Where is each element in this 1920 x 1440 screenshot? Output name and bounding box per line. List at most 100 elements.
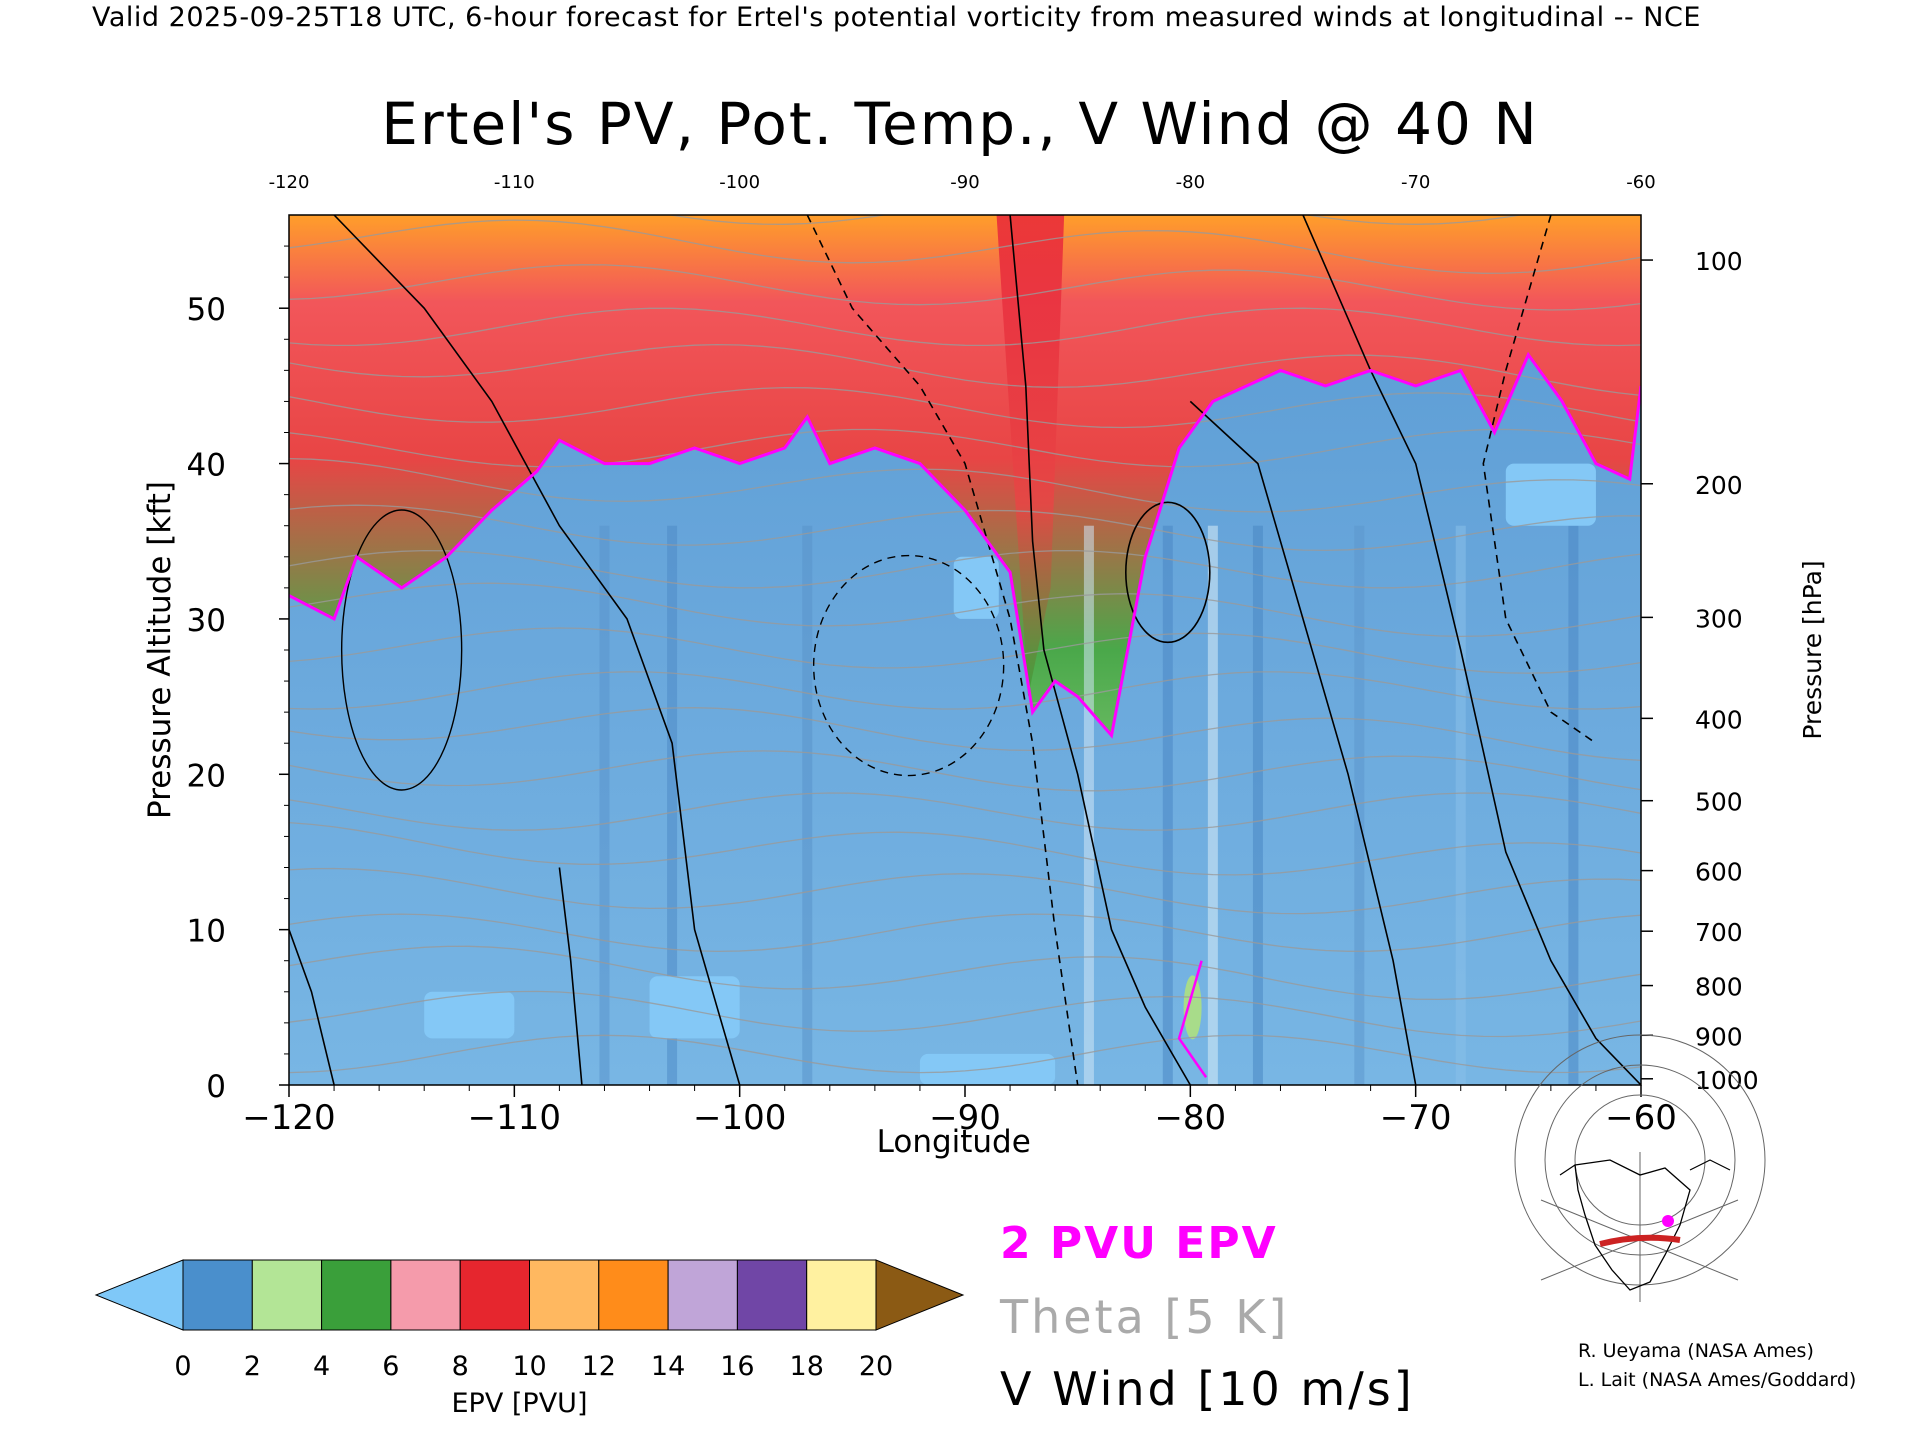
theta-contour: [289, 1034, 1641, 1074]
map-coastline: [1559, 1159, 1731, 1176]
x-tick-label: −70: [1380, 1098, 1452, 1138]
legend-pv: 2 PVU EPV: [1000, 1218, 1278, 1269]
pv-streak: [1354, 525, 1365, 1085]
top-tick-label: -120: [269, 172, 310, 193]
y-right-tick-label: 400: [1695, 705, 1743, 734]
pv-streak: [1207, 525, 1218, 1085]
negative-pv-patch: [649, 976, 740, 1039]
pv-streak: [1252, 525, 1263, 1085]
pv-streak: [599, 525, 610, 1085]
colorbar-segment: [321, 1259, 392, 1331]
pv-streak: [1568, 525, 1579, 1085]
theta-contour: [289, 945, 1641, 1001]
x-axis-label: Longitude: [877, 1124, 1031, 1160]
colorbar-tick-label: 6: [382, 1351, 399, 1382]
colorbar-tick-label: 8: [452, 1351, 469, 1382]
v-wind-contour: [1302, 215, 1641, 1085]
pv-streak: [802, 525, 813, 1085]
x-tick-label: −110: [468, 1098, 561, 1138]
colorbar-segment: [667, 1259, 738, 1331]
y-left-axis-label: Pressure Altitude [kft]: [142, 481, 178, 819]
theta-contour: [289, 821, 1641, 876]
v-wind-contour: [289, 929, 335, 1085]
colorbar: 0 2 4 6 8 10 12 14 16 18 20 EPV [PVU]: [94, 1259, 965, 1419]
tropopause-2pvu-line: [289, 351, 1641, 739]
theta-contour: [289, 549, 1641, 589]
theta-contour: [289, 627, 1641, 674]
negative-pv-patch: [1505, 463, 1596, 526]
theta-contour: [289, 707, 1641, 762]
theta-contour: [289, 582, 1641, 638]
colorbar-tick-label: 18: [790, 1351, 824, 1382]
y-left-tick-label: 30: [187, 603, 226, 639]
theta-contour: [289, 386, 1641, 429]
colorbar-tick-label: 16: [720, 1351, 754, 1382]
forecast-header: Valid 2025-09-25T18 UTC, 6-hour forecast…: [92, 2, 1701, 33]
colorbar-segment: [736, 1259, 808, 1331]
credit-line-1: R. Ueyama (NASA Ames): [1578, 1340, 1814, 1362]
theta-contour: [289, 750, 1641, 792]
colorbar-over-arrow: [875, 1259, 965, 1331]
tropopause-2pvu-line: [1177, 960, 1208, 1078]
colorbar-tick-label: 4: [313, 1351, 330, 1382]
colorbar-under-arrow: [94, 1259, 184, 1331]
theta-contour: [289, 671, 1641, 710]
colorbar-segment: [390, 1259, 461, 1331]
v-wind-contour: [340, 509, 463, 791]
pv-streak: [667, 525, 678, 1085]
y-left-tick-label: 0: [206, 1069, 226, 1105]
troposphere-fill: [289, 354, 1641, 1085]
v-wind-contour: [812, 554, 1005, 777]
legend-theta: Theta [5 K]: [1000, 1290, 1290, 1344]
v-wind-contour: [1482, 215, 1597, 744]
map-section-band: [1599, 1234, 1681, 1247]
colorbar-segment: [806, 1259, 877, 1331]
colorbar-segment: [251, 1259, 323, 1331]
y-left-tick-label: 20: [187, 758, 226, 794]
theta-contour: [289, 792, 1641, 831]
top-tick-label: -70: [1401, 172, 1430, 193]
x-tick-label: −60: [1605, 1098, 1677, 1138]
top-tick-label: -110: [494, 172, 535, 193]
colorbar-tick-label: 20: [859, 1351, 893, 1382]
theta-contour: [289, 343, 1641, 397]
theta-contour: [289, 219, 1641, 274]
colorbar-tick-label: 14: [651, 1351, 685, 1382]
colorbar-tick-label: 2: [244, 1351, 261, 1382]
negative-pv-patch: [424, 991, 515, 1039]
y-right-tick-label: 600: [1695, 858, 1743, 887]
credit-line-2: L. Lait (NASA Ames/Goddard): [1578, 1369, 1857, 1391]
y-right-tick-label: 800: [1695, 973, 1743, 1002]
y-right-tick-label: 700: [1695, 918, 1743, 947]
y-right-tick-label: 100: [1695, 247, 1743, 276]
pv-streak: [1455, 525, 1466, 1085]
colorbar-label: EPV [PVU]: [452, 1388, 588, 1419]
chart-title: Ertel's PV, Pot. Temp., V Wind @ 40 N: [381, 90, 1539, 158]
v-wind-contour: [1009, 215, 1191, 1085]
y-right-tick-label: 200: [1695, 471, 1743, 500]
y-right-tick-label: 900: [1695, 1022, 1743, 1051]
y-right-tick-label: 300: [1695, 604, 1743, 633]
colorbar-segment: [459, 1259, 531, 1331]
colorbar-tick-label: 0: [174, 1351, 191, 1382]
x-tick-label: −90: [929, 1098, 1001, 1138]
theta-contour: [666, 215, 1525, 225]
theta-contour: [289, 990, 1641, 1038]
top-tick-label: -80: [1176, 172, 1205, 193]
top-tick-label: -90: [950, 172, 979, 193]
x-tick-label: −120: [242, 1098, 335, 1138]
top-tick-label: -60: [1626, 172, 1655, 193]
top-tick-label: -100: [719, 172, 760, 193]
theta-contour: [289, 867, 1641, 915]
pv-intrusion: [996, 215, 1065, 697]
v-wind-contour: [1189, 400, 1417, 1085]
y-right-tick-label: 500: [1695, 788, 1743, 817]
colorbar-segment: [598, 1259, 669, 1331]
colorbar-segment: [529, 1259, 600, 1331]
y-left-tick-label: 10: [187, 914, 226, 950]
legend-vwind: V Wind [10 m/s]: [1000, 1362, 1415, 1416]
colorbar-tick-label: 12: [582, 1351, 616, 1382]
v-wind-contour: [1125, 501, 1211, 644]
y-right-axis-label: Pressure [hPa]: [1798, 560, 1827, 739]
